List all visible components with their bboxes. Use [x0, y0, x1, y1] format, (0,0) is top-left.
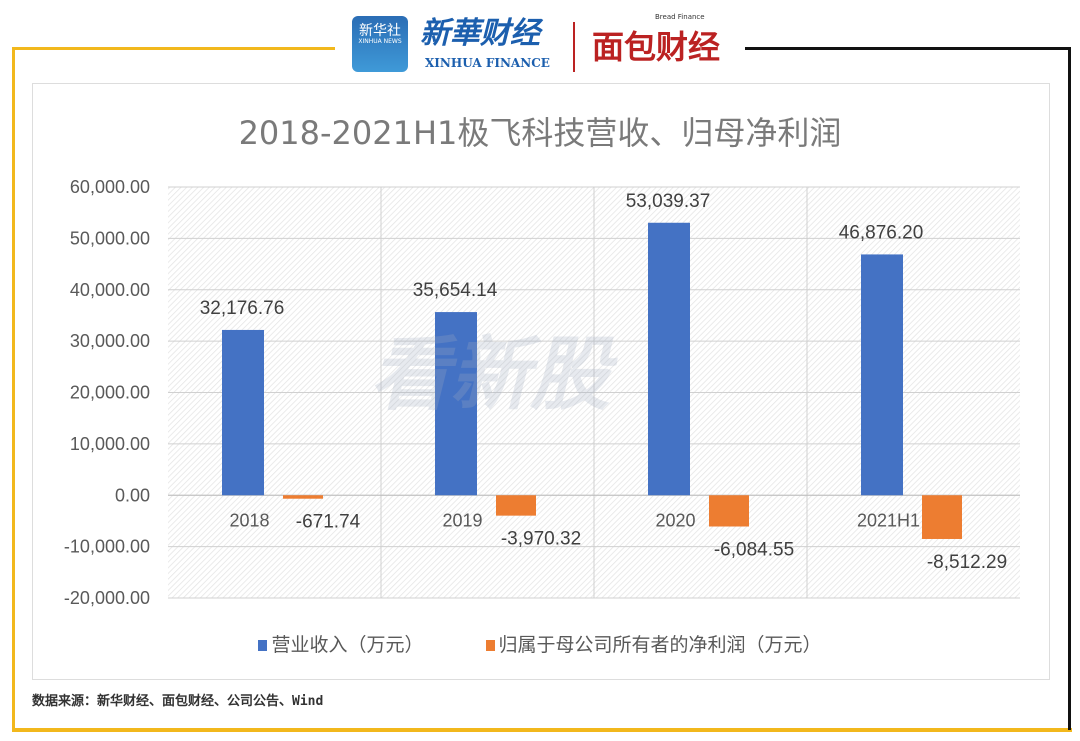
y-tick-label: -10,000.00	[64, 537, 150, 557]
x-tick-label: 2019	[442, 510, 482, 530]
y-tick-label: 50,000.00	[70, 228, 150, 248]
legend-swatch	[258, 640, 268, 651]
revenue-bar	[435, 312, 477, 496]
bread-finance-logo-en: Bread Finance	[655, 13, 705, 21]
y-tick-label: 20,000.00	[70, 383, 150, 403]
bread-finance-logo: 面包财经	[592, 28, 721, 66]
revenue-bar	[222, 329, 264, 496]
net-profit-bar	[283, 495, 323, 499]
y-tick-label: 10,000.00	[70, 434, 150, 454]
data-label: 35,654.14	[413, 280, 498, 301]
frame-line	[745, 47, 1071, 50]
frame-line	[1068, 47, 1071, 730]
logo-divider	[573, 22, 575, 72]
x-tick-label: 2021H1	[857, 510, 920, 530]
data-label: -671.74	[296, 512, 361, 533]
legend-swatch	[485, 640, 495, 651]
logo-text: 新华社	[359, 23, 401, 39]
y-tick-label: -20,000.00	[64, 588, 150, 608]
xinhua-finance-logo: 新華财经	[420, 16, 540, 51]
data-label: 53,039.37	[626, 191, 711, 212]
frame-line	[12, 47, 335, 50]
y-tick-label: 60,000.00	[70, 177, 150, 197]
data-label: -3,970.32	[501, 529, 581, 550]
y-tick-label: 40,000.00	[70, 280, 150, 300]
data-label: 32,176.76	[200, 298, 285, 319]
net-profit-bar	[922, 495, 962, 539]
x-tick-label: 2020	[655, 510, 695, 530]
legend-item-net-profit: 归属于母公司所有者的净利润（万元）	[485, 634, 822, 656]
source-note: 数据来源：新华财经、面包财经、公司公告、Wind	[32, 694, 324, 709]
net-profit-bar	[496, 495, 536, 516]
frame-line	[12, 47, 15, 732]
revenue-bar	[861, 254, 903, 496]
legend-label: 归属于母公司所有者的净利润（万元）	[498, 634, 822, 656]
xinhua-finance-logo-en: XINHUA FINANCE	[425, 56, 550, 70]
revenue-bar	[648, 222, 690, 496]
x-tick-label: 2018	[229, 510, 269, 530]
legend-item-revenue: 营业收入（万元）	[258, 634, 423, 656]
legend-label: 营业收入（万元）	[271, 634, 424, 656]
data-label: -6,084.55	[714, 540, 794, 561]
frame-line	[12, 728, 1072, 732]
logo-text: XINHUA NEWS	[358, 38, 402, 46]
data-label: 46,876.20	[839, 222, 924, 243]
data-label: -8,512.29	[927, 552, 1007, 573]
xinhua-news-logo: 新华社 XINHUA NEWS	[352, 16, 408, 72]
net-profit-bar	[709, 495, 749, 527]
y-tick-label: 30,000.00	[70, 331, 150, 351]
y-tick-label: 0.00	[115, 485, 150, 505]
legend: 营业收入（万元） 归属于母公司所有者的净利润（万元）	[0, 630, 1080, 657]
watermark: 看新股	[370, 328, 610, 421]
chart-title: 2018-2021H1极飞科技营收、归母净利润	[238, 114, 842, 152]
